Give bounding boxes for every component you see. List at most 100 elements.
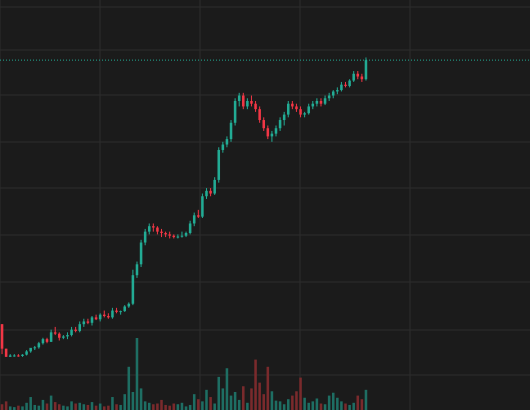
volume-bar [364, 389, 368, 410]
candle-body [233, 100, 237, 123]
candle-body [192, 215, 196, 224]
candle-body [94, 317, 98, 320]
volume-bar [103, 406, 106, 410]
candle-body [242, 95, 245, 107]
candle-body [352, 73, 355, 81]
candle [152, 223, 155, 232]
candle [90, 316, 94, 326]
candle [270, 130, 274, 142]
candle [29, 347, 32, 353]
candle-body [172, 235, 176, 238]
volume-bar [45, 403, 49, 410]
candle-body [315, 100, 319, 104]
volume-bar [274, 400, 278, 410]
candle-body [4, 348, 8, 357]
candle-body [229, 122, 233, 140]
candle-body [184, 233, 188, 236]
volume-bar [143, 401, 147, 410]
volume-bar [49, 395, 53, 410]
candle-body [266, 128, 270, 137]
volume-bar [197, 399, 200, 410]
candle [209, 188, 212, 197]
volume-bar [8, 406, 12, 410]
candle [135, 261, 139, 278]
candle-body [344, 84, 347, 87]
volume-bar [78, 402, 82, 410]
candle [217, 147, 221, 183]
candle [348, 79, 351, 88]
candle [33, 345, 37, 351]
candle-body [119, 311, 122, 313]
volume-bar [295, 391, 298, 410]
candle-body [356, 73, 360, 77]
candle [229, 120, 233, 142]
volume-bar [323, 404, 327, 410]
volume-bar [340, 401, 343, 410]
volume-bar [131, 392, 135, 410]
candle [45, 337, 49, 344]
candle [262, 117, 266, 131]
volume-bar [147, 402, 151, 410]
volume-bar [291, 395, 294, 410]
volume-bar [270, 391, 274, 410]
candle [53, 326, 57, 336]
candle-body [115, 310, 118, 312]
candle [287, 100, 290, 118]
volume-bar [254, 359, 257, 410]
volume-bar [262, 394, 266, 410]
volume-bar [66, 406, 69, 410]
candle [295, 103, 298, 112]
candle [246, 98, 249, 110]
candle [188, 220, 192, 235]
volume-bar [266, 366, 270, 410]
candle [58, 332, 61, 341]
candle-body [213, 179, 216, 194]
volume-bar [258, 382, 261, 410]
candle-body [295, 106, 298, 110]
candle [147, 223, 151, 235]
volume-bar [180, 402, 184, 410]
volume-bar [172, 403, 176, 410]
volume-bar [107, 405, 110, 410]
candle-body [327, 95, 331, 99]
candle [250, 95, 253, 107]
candle [127, 302, 131, 308]
candle [336, 87, 339, 95]
candle [131, 269, 135, 306]
volume-bar [37, 405, 41, 410]
candle-body [107, 316, 110, 318]
candle-body [319, 100, 323, 104]
candle [311, 100, 315, 110]
candle-body [225, 139, 229, 145]
volume-bar [98, 403, 102, 410]
candle-body [37, 343, 41, 348]
candle-body [58, 333, 61, 338]
candle-body [66, 335, 69, 337]
volume-bar [4, 401, 8, 410]
candle-body [123, 306, 126, 312]
candle [237, 92, 241, 107]
volume-bar [74, 403, 77, 410]
candle [254, 100, 257, 112]
candle [94, 314, 98, 321]
candle [74, 326, 77, 333]
volume-bar [41, 399, 45, 410]
candle-body [303, 113, 306, 115]
candle-body [62, 336, 65, 338]
volume-bar [344, 403, 347, 410]
candle-body [135, 264, 139, 276]
volume-bar [201, 401, 204, 410]
candle [111, 307, 114, 319]
volume-bar [53, 402, 57, 410]
candle [213, 177, 216, 195]
candle [221, 141, 225, 153]
candle-body [13, 355, 16, 357]
candle-body [25, 351, 28, 355]
candle [303, 111, 306, 118]
volume-bar [331, 392, 335, 410]
candle-body [258, 109, 261, 121]
candle-body [246, 100, 249, 107]
